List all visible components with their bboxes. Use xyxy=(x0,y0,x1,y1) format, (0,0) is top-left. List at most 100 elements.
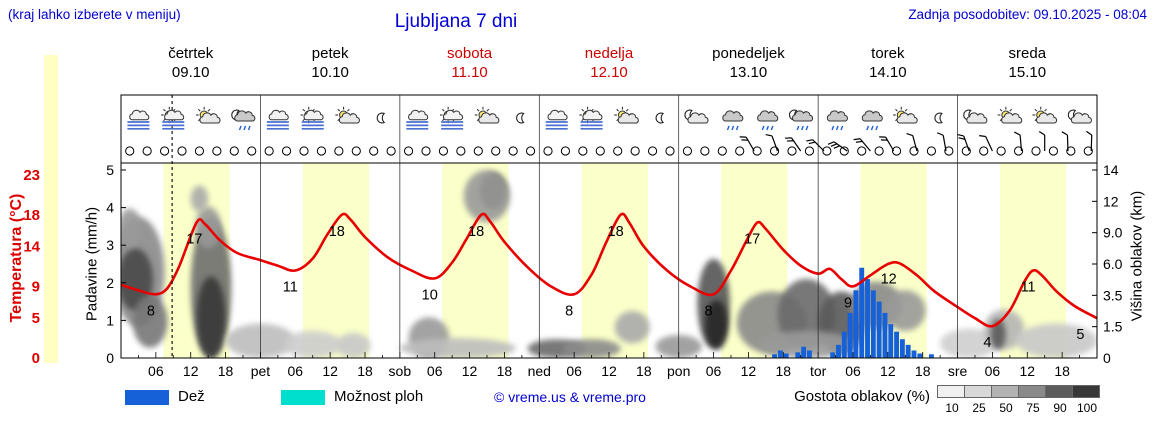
svg-text:11: 11 xyxy=(283,279,298,295)
day-header-0: četrtek 09.10 xyxy=(168,44,213,82)
day-name: četrtek xyxy=(168,45,214,62)
day-name: nedelja xyxy=(584,45,634,62)
cloud-height-axis-ticks: 14 12 9.0 6.0 3.5 1.5 0 xyxy=(1092,162,1123,366)
sun-cloud-icon xyxy=(195,106,221,124)
day-date: 10.10 xyxy=(311,64,349,81)
x-axis-label: 18 xyxy=(496,363,513,379)
x-axis-label: 12 xyxy=(322,363,338,379)
svg-text:0: 0 xyxy=(1103,350,1111,366)
rain-icon xyxy=(757,110,779,131)
fog-icon xyxy=(545,109,568,130)
day-date: 14.10 xyxy=(869,64,907,81)
density-tick-label: 25 xyxy=(972,401,986,415)
x-axis-label: 06 xyxy=(148,363,164,379)
precip-axis-ticks: 5 4 3 2 1 0 xyxy=(106,162,126,366)
x-axis-label: 06 xyxy=(845,363,861,379)
x-axis-label: 12 xyxy=(182,363,199,379)
menu-hint: (kraj lahko izberete v meniju) xyxy=(8,7,181,22)
moon-icon xyxy=(934,112,943,124)
x-axis-label: tor xyxy=(809,363,827,379)
sun-cloud-icon xyxy=(893,106,918,124)
svg-text:5: 5 xyxy=(32,310,40,327)
day-name: sobota xyxy=(447,45,493,62)
x-axis-label: sre xyxy=(947,363,968,379)
x-axis-label: 18 xyxy=(636,363,652,379)
x-axis-label: 06 xyxy=(984,363,1001,379)
svg-text:6.0: 6.0 xyxy=(1103,256,1123,272)
temperature-curve xyxy=(121,212,1097,328)
x-axis-label: 12 xyxy=(461,363,478,379)
density-cell-90 xyxy=(1045,385,1073,398)
rain-icon xyxy=(826,110,848,131)
cloud-density-label: Gostota oblakov (%) xyxy=(794,388,930,405)
rain-icon xyxy=(861,110,883,131)
density-cell-100 xyxy=(1072,385,1100,398)
day-date: 09.10 xyxy=(171,64,210,81)
moon-cloud-icon xyxy=(684,109,709,124)
svg-text:5: 5 xyxy=(106,162,114,178)
svg-text:8: 8 xyxy=(147,303,155,319)
fog-sun-icon xyxy=(439,106,464,130)
svg-text:18: 18 xyxy=(329,224,345,240)
copyright-link[interactable]: © vreme.us & vreme.pro xyxy=(494,389,646,405)
fog-icon xyxy=(406,109,429,130)
svg-text:0: 0 xyxy=(106,350,114,366)
svg-text:12: 12 xyxy=(1103,193,1119,209)
svg-text:18: 18 xyxy=(608,224,624,240)
day-name: petek xyxy=(311,45,349,62)
x-axis-ticks xyxy=(138,352,1080,358)
left-accent-strip xyxy=(44,55,58,363)
x-axis-label: 06 xyxy=(566,363,582,379)
sun-cloud-icon xyxy=(997,106,1023,124)
cloud-density-scale xyxy=(937,385,1100,398)
day-header-1: petek 10.10 xyxy=(311,44,349,82)
x-axis-label: 12 xyxy=(601,363,617,379)
moon-rain-icon xyxy=(789,109,814,131)
x-axis-label: 12 xyxy=(740,363,757,379)
day-header-4: ponedeljek 13.10 xyxy=(712,44,785,82)
x-axis-label: ned xyxy=(527,363,551,379)
fog-icon xyxy=(127,109,150,130)
density-cell-75 xyxy=(1018,385,1046,398)
svg-text:1.5: 1.5 xyxy=(1103,319,1123,335)
svg-text:4: 4 xyxy=(106,200,114,216)
svg-text:17: 17 xyxy=(744,232,760,248)
moon-rain-icon xyxy=(231,109,256,131)
moon-icon xyxy=(655,112,665,124)
svg-text:5: 5 xyxy=(1076,327,1084,343)
temperature-axis-ticks: 23 18 14 9 5 0 xyxy=(23,167,40,367)
x-axis-label: 18 xyxy=(775,363,792,379)
x-axis-label: 18 xyxy=(217,363,234,379)
svg-text:18: 18 xyxy=(468,224,484,240)
day-separators xyxy=(260,95,958,358)
day-header-2: sobota 11.10 xyxy=(447,44,492,82)
svg-text:10: 10 xyxy=(422,287,438,303)
x-axis-label: 18 xyxy=(1054,363,1070,379)
x-axis-label: 06 xyxy=(287,363,304,379)
rain-icon xyxy=(722,110,744,131)
svg-text:23: 23 xyxy=(23,167,40,184)
moon-cloud-icon xyxy=(1067,109,1092,124)
x-axis-label: 18 xyxy=(357,363,373,379)
day-date: 15.10 xyxy=(1008,64,1047,81)
svg-text:8: 8 xyxy=(705,303,713,319)
svg-text:9: 9 xyxy=(844,295,852,311)
svg-text:2: 2 xyxy=(106,275,114,291)
day-date: 12.10 xyxy=(590,64,628,81)
svg-text:3: 3 xyxy=(106,237,114,253)
svg-text:9: 9 xyxy=(32,278,40,295)
weather-icons xyxy=(127,106,1092,131)
x-axis-label: pon xyxy=(667,363,691,379)
density-tick-label: 75 xyxy=(1026,401,1040,415)
svg-text:11: 11 xyxy=(1021,279,1036,295)
page-title: Ljubljana 7 dni xyxy=(394,11,518,32)
density-tick-label: 90 xyxy=(1053,401,1067,415)
x-axis-label: 06 xyxy=(705,363,722,379)
x-axis-label: 12 xyxy=(880,363,896,379)
day-bands xyxy=(163,163,1067,358)
svg-text:1: 1 xyxy=(106,312,114,328)
svg-text:12: 12 xyxy=(881,272,897,288)
moon-icon xyxy=(516,112,525,124)
